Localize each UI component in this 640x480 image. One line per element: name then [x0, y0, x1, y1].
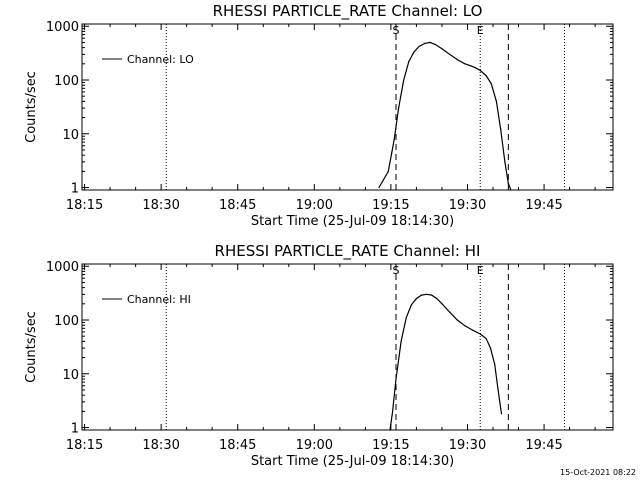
- data-point: [464, 63, 466, 65]
- data-point: [398, 107, 400, 109]
- data-point: [504, 161, 506, 163]
- x-tick-label: 19:15: [372, 438, 409, 453]
- series-line: [378, 41, 512, 191]
- chart-title: RHESSI PARTICLE_RATE Channel: LO: [213, 2, 483, 21]
- marker-e-label: E: [477, 24, 484, 37]
- legend-entry: Channel: LO: [127, 53, 194, 66]
- data-point: [441, 48, 443, 50]
- y-tick-label: 10: [62, 128, 79, 143]
- x-tick-label: 19:00: [296, 198, 333, 213]
- x-axis-label: Start Time (25-Jul-09 18:14:30): [251, 454, 454, 469]
- x-tick-label: 19:30: [449, 438, 486, 453]
- y-tick-label: 1: [71, 182, 79, 197]
- marker-s-label: S: [393, 264, 400, 277]
- data-point: [507, 182, 509, 184]
- data-point: [494, 363, 496, 365]
- x-tick-label: 18:15: [66, 438, 103, 453]
- data-point: [479, 69, 481, 72]
- data-point: [415, 298, 417, 300]
- data-point: [400, 340, 402, 342]
- data-point: [500, 128, 502, 131]
- marker-e-label: E: [477, 264, 484, 277]
- data-point: [393, 138, 395, 140]
- data-point: [456, 319, 458, 321]
- data-point: [449, 53, 451, 55]
- data-point: [474, 67, 476, 69]
- data-point: [395, 378, 397, 380]
- data-point: [420, 294, 423, 296]
- data-point: [392, 410, 394, 412]
- data-point: [413, 51, 415, 53]
- legend-entry: Channel: HI: [127, 293, 191, 306]
- data-point: [510, 189, 512, 191]
- data-point: [418, 45, 420, 48]
- y-tick-label: 1000: [46, 20, 79, 35]
- data-point: [497, 389, 499, 391]
- data-point: [485, 338, 487, 340]
- x-tick-label: 18:45: [219, 198, 256, 213]
- data-point: [472, 329, 474, 331]
- data-point: [408, 61, 410, 63]
- x-tick-label: 18:15: [66, 198, 103, 213]
- data-point: [441, 303, 443, 305]
- y-tick-label: 1000: [46, 260, 79, 275]
- data-point: [485, 75, 487, 77]
- y-axis-label: Counts/sec: [24, 71, 39, 143]
- data-point: [464, 325, 466, 327]
- data-point: [389, 429, 391, 431]
- x-axis-label: Start Time (25-Jul-09 18:14:30): [251, 214, 454, 229]
- data-point: [429, 41, 431, 44]
- y-tick-label: 1: [71, 422, 79, 437]
- data-point: [424, 42, 426, 45]
- x-tick-label: 18:30: [142, 198, 179, 213]
- data-point: [405, 317, 407, 319]
- x-tick-label: 19:15: [372, 198, 409, 213]
- data-point: [479, 333, 481, 335]
- data-point: [489, 347, 492, 349]
- x-tick-label: 18:45: [219, 438, 256, 453]
- y-tick-label: 10: [62, 368, 79, 383]
- x-tick-label: 19:45: [525, 198, 562, 213]
- y-axis-label: Counts/sec: [24, 311, 39, 383]
- chart-title: RHESSI PARTICLE_RATE Channel: HI: [215, 242, 481, 261]
- y-tick-label: 100: [54, 314, 79, 329]
- y-tick-label: 100: [54, 74, 79, 89]
- data-point: [431, 294, 433, 296]
- x-tick-label: 18:30: [142, 438, 179, 453]
- data-point: [387, 170, 389, 172]
- data-point: [495, 100, 497, 102]
- data-point: [436, 298, 438, 300]
- data-point: [426, 293, 428, 295]
- data-point: [434, 43, 436, 46]
- plot-frame: [81, 263, 614, 431]
- x-tick-label: 19:45: [525, 438, 562, 453]
- data-point: [490, 83, 492, 85]
- data-point: [378, 186, 380, 189]
- data-point: [469, 65, 471, 67]
- panel-hi: RHESSI PARTICLE_RATE Channel: HI 18:15 18:…: [24, 242, 614, 469]
- data-point: [403, 79, 405, 81]
- data-point: [500, 413, 503, 415]
- data-point: [449, 311, 451, 313]
- x-tick-label: 19:00: [296, 438, 333, 453]
- x-tick-label: 19:30: [449, 198, 486, 213]
- series-line: [389, 293, 503, 431]
- timestamp-label: 15-Oct-2021 08:22: [560, 468, 636, 477]
- data-point: [410, 304, 412, 306]
- plot-frame: [81, 23, 614, 191]
- marker-s-label: S: [393, 24, 400, 37]
- panel-lo: RHESSI PARTICLE_RATE Channel: LO 18:15 18:…: [24, 2, 614, 229]
- data-point: [456, 59, 458, 61]
